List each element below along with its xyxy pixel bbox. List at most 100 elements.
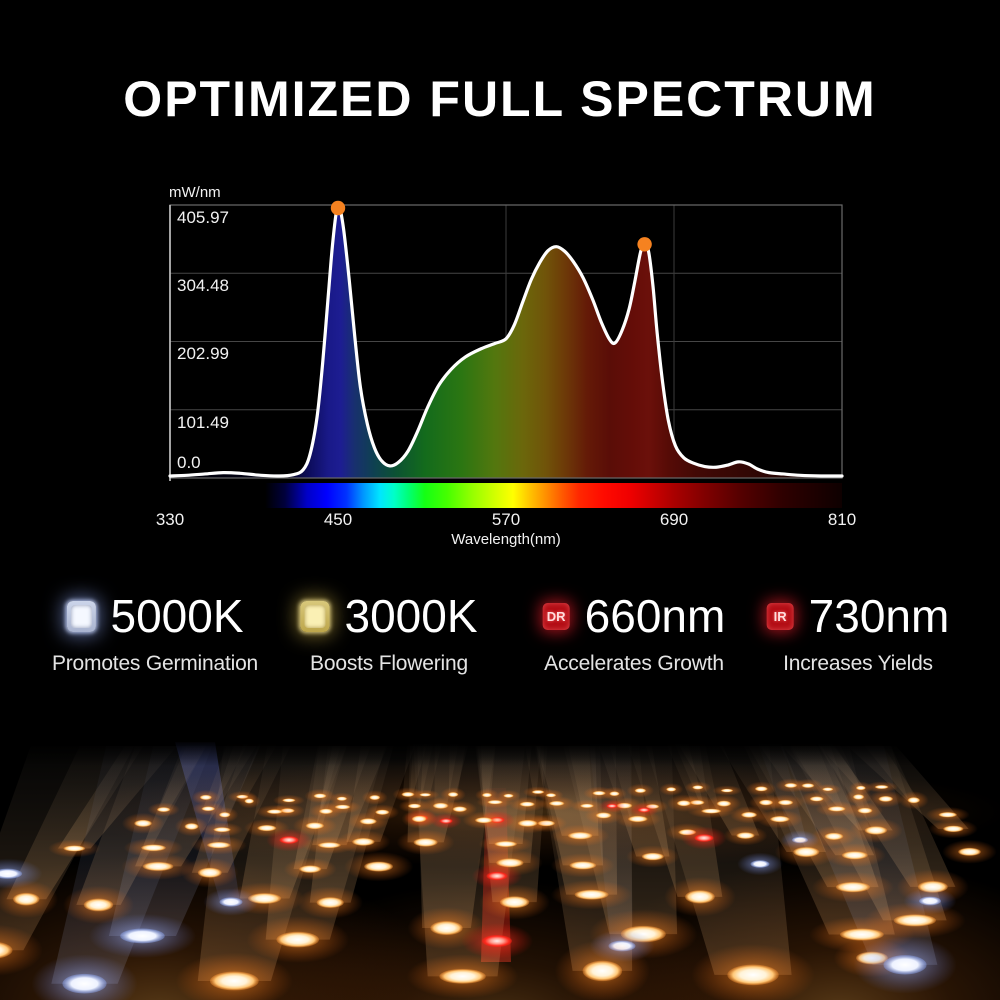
feature-730nm: IR 730nm Increases Yields: [766, 590, 950, 676]
led-dot: [503, 813, 552, 834]
led-dot: [31, 954, 138, 1000]
feature-3000k: 3000K Boosts Flowering: [300, 590, 478, 676]
led-dot: [0, 924, 43, 976]
led-dot: [550, 853, 616, 878]
peak-dot: [637, 237, 652, 252]
led-dot: [121, 852, 195, 880]
led-dot: [283, 857, 337, 881]
led-dot: [147, 802, 180, 817]
y-tick-label: 0.0: [177, 453, 201, 472]
y-axis-unit-label: mW/nm: [169, 184, 221, 201]
warm-white-led-icon: [300, 600, 330, 632]
led-dot: [297, 886, 363, 919]
led-dot: [406, 954, 519, 999]
led-dot: [479, 884, 550, 920]
led-dot: [190, 835, 248, 855]
led-dot: [774, 837, 838, 868]
led-dot: [301, 836, 357, 855]
led-dot: [272, 794, 305, 806]
led-dot: [898, 791, 929, 810]
led-dot: [430, 813, 462, 829]
led-dot: [237, 793, 261, 809]
led-dot: [584, 806, 623, 825]
led-dot: [476, 796, 514, 809]
deep-red-led-label: DR: [546, 608, 566, 624]
led-dot: [925, 806, 970, 823]
led-dot: [723, 825, 768, 846]
led-dot: [442, 800, 478, 818]
feature-660nm: DR 660nm Accelerates Growth: [542, 590, 726, 676]
infrared-led-label: IR: [773, 608, 787, 624]
chart-frame: [169, 204, 843, 481]
feature-desc: Accelerates Growth: [544, 652, 724, 675]
led-dot: [659, 783, 684, 796]
feature-desc: Boosts Flowering: [310, 652, 468, 675]
led-dot: [928, 819, 978, 839]
led-dot: [691, 943, 815, 1000]
led-dot: [550, 824, 610, 847]
led-dot: [396, 829, 455, 856]
led-dot: [664, 876, 736, 917]
led-dot: [309, 803, 343, 820]
led-dot: [292, 815, 337, 836]
led-dot: [266, 828, 312, 852]
infrared-led-icon: IR: [766, 602, 794, 630]
led-dot: [121, 812, 165, 834]
spectrum-plot-svg: [168, 200, 844, 508]
led-dot: [201, 822, 243, 837]
led-dot: [823, 843, 886, 868]
led-dot: [462, 811, 506, 830]
led-dot: [681, 826, 727, 850]
led-dot: [684, 781, 712, 794]
led-dot: [687, 803, 736, 819]
led-dot: [411, 789, 440, 800]
y-tick-label: 202.99: [177, 344, 229, 364]
x-tick-label: 330: [155, 510, 185, 529]
led-dot: [478, 835, 533, 853]
led-dot: [508, 796, 546, 812]
led-dot: [246, 916, 350, 963]
deep-red-led-icon: DR: [542, 602, 570, 630]
y-tick-label: 304.48: [177, 276, 229, 296]
feature-value: 660nm: [584, 590, 726, 642]
feature-5000k: 5000K Promotes Germination: [52, 590, 258, 676]
led-dot: [48, 839, 101, 858]
feature-desc: Increases Yields: [783, 652, 933, 675]
x-tick-label: 570: [491, 510, 521, 529]
led-dot: [767, 794, 804, 811]
spectrum-area-fill: [170, 204, 842, 478]
led-dot: [461, 923, 533, 959]
x-tick-label: 810: [827, 510, 857, 529]
led-dot: [304, 788, 336, 804]
led-dot: [626, 783, 655, 798]
led-dot: [614, 809, 662, 829]
led-dot: [942, 839, 997, 864]
led-dot: [211, 806, 239, 823]
led-dot: [398, 799, 431, 813]
led-dot: [88, 913, 197, 959]
led-dot: [868, 790, 904, 808]
led-dot: [853, 935, 957, 994]
feature-value: 730nm: [808, 590, 950, 642]
led-dot: [865, 781, 899, 793]
x-axis-title: Wavelength(nm): [451, 531, 561, 548]
led-dot: [255, 804, 295, 819]
led-dot: [847, 801, 884, 820]
led-dot: [737, 852, 783, 876]
peak-dot: [330, 200, 346, 216]
led-dot: [343, 851, 414, 882]
led-dot: [550, 879, 633, 910]
led-dot: [626, 845, 680, 868]
led-dot: [746, 781, 777, 797]
features-row: 5000K Promotes Germination 3000K Boosts …: [0, 590, 1000, 690]
led-dot: [845, 788, 873, 806]
white-led-icon: [66, 600, 96, 632]
wavelength-colorbar: [170, 483, 842, 508]
led-dot: [602, 786, 627, 801]
led-dot: [0, 880, 59, 919]
led-dot: [123, 837, 184, 858]
peak-markers: [330, 200, 652, 252]
led-dot: [811, 871, 895, 903]
page-title: OPTIMIZED FULL SPECTRUM: [123, 71, 877, 127]
